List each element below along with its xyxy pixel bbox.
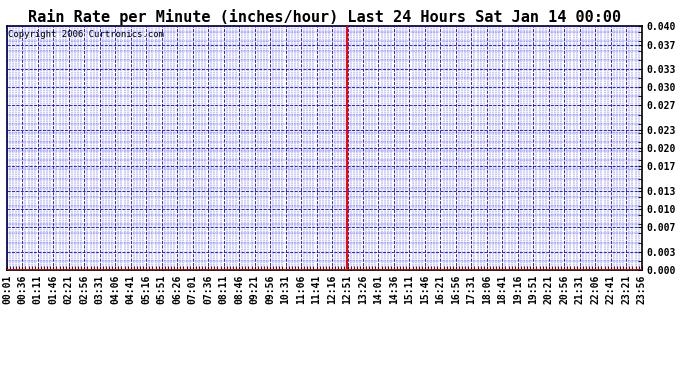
Title: Rain Rate per Minute (inches/hour) Last 24 Hours Sat Jan 14 00:00: Rain Rate per Minute (inches/hour) Last … (28, 9, 621, 25)
Text: Copyright 2006 Curtronics.com: Copyright 2006 Curtronics.com (8, 30, 164, 39)
